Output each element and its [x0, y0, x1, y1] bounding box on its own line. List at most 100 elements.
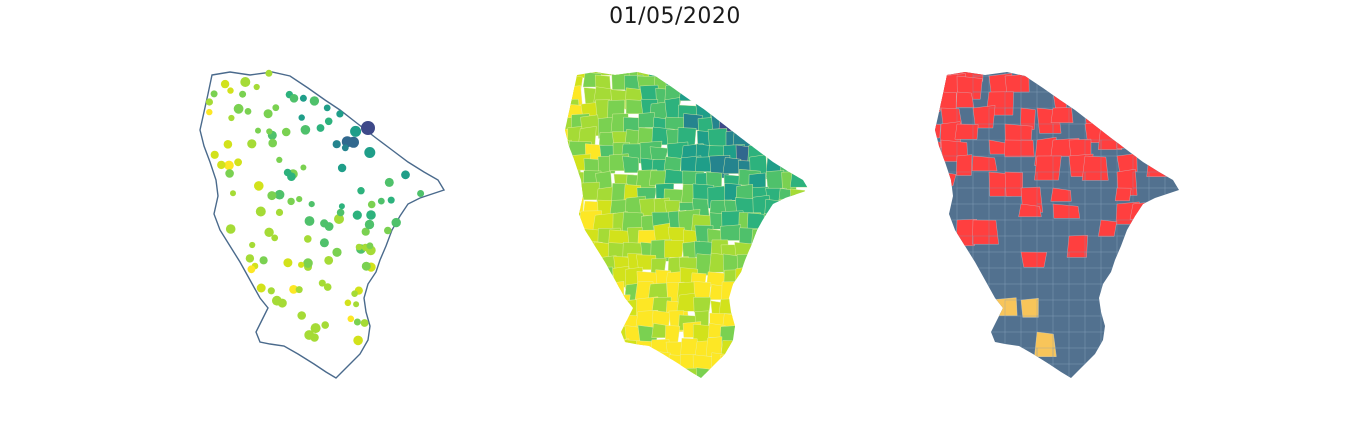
municipality-region [780, 365, 800, 378]
municipality-region [737, 314, 757, 336]
municipality-region [763, 114, 787, 131]
municipality-border [1197, 284, 1213, 300]
municipality-region [781, 145, 798, 163]
municipality-border [1164, 283, 1179, 301]
municipality-border [935, 267, 942, 285]
city-point [225, 224, 236, 234]
municipality-region [710, 383, 734, 390]
municipality-border [1148, 315, 1166, 333]
municipality-region [707, 128, 729, 149]
municipality-region [596, 365, 614, 378]
city-point [268, 138, 277, 148]
category-region [1130, 72, 1153, 84]
city-point [245, 254, 255, 263]
municipality-border [1069, 380, 1085, 390]
municipality-border [1148, 363, 1166, 378]
municipality-border [1068, 75, 1086, 93]
category-region [1100, 91, 1126, 115]
municipality-region [581, 255, 601, 278]
municipality-region [803, 253, 809, 269]
city-point [289, 285, 298, 294]
category-region [1163, 139, 1179, 157]
city-point [247, 139, 257, 149]
category-region [1164, 218, 1179, 235]
municipality-region [736, 88, 763, 110]
municipality-region [807, 239, 809, 260]
municipality-border [1181, 380, 1197, 390]
municipality-region [735, 266, 755, 286]
municipality-border [1068, 91, 1086, 109]
municipality-region [565, 308, 588, 330]
points-map [199, 69, 446, 379]
municipality-region [653, 368, 674, 378]
municipality-border [972, 299, 990, 317]
municipality-region [759, 355, 784, 375]
municipality-region [721, 281, 745, 303]
category-region [971, 155, 998, 172]
municipality-border [956, 315, 974, 333]
municipality-region [693, 296, 712, 313]
categorical-regions [935, 59, 1215, 390]
municipality-border [1132, 235, 1150, 253]
city-point [295, 286, 303, 294]
municipality-region [597, 310, 618, 328]
municipality-region [748, 103, 768, 125]
category-region [1131, 123, 1148, 146]
municipality-border [989, 380, 1005, 390]
category-region [1181, 76, 1205, 95]
municipality-region [764, 100, 785, 122]
city-point [364, 219, 375, 230]
category-region [1162, 91, 1179, 108]
municipality-region [551, 381, 576, 390]
municipality-region [765, 257, 789, 279]
city-point [227, 87, 234, 94]
category-region [935, 170, 947, 189]
map-date-title: 01/05/2020 [609, 4, 741, 29]
category-region [1020, 107, 1036, 130]
municipality-border [1005, 380, 1021, 390]
municipality-region [625, 362, 645, 378]
municipality-border [988, 123, 1006, 141]
city-point [272, 295, 282, 306]
city-point [263, 109, 273, 119]
municipality-region [807, 377, 809, 378]
city-point [417, 190, 425, 197]
city-point [384, 177, 394, 187]
category-region [1020, 298, 1039, 318]
municipality-region [652, 384, 674, 390]
municipality-region [823, 243, 841, 266]
municipality-region [721, 379, 743, 390]
municipality-border [956, 107, 974, 125]
municipality-region [795, 322, 809, 346]
municipality-region [655, 350, 673, 367]
category-region [1004, 171, 1023, 197]
municipality-region [593, 72, 618, 76]
municipality-region [751, 298, 774, 318]
municipality-region [804, 270, 809, 285]
category-region [1195, 122, 1213, 149]
municipality-region [748, 334, 767, 355]
municipality-region [778, 73, 802, 96]
municipality-region [696, 367, 714, 378]
municipality-region [734, 325, 752, 347]
category-region [1146, 154, 1171, 177]
city-point [239, 90, 247, 98]
municipality-border [1148, 235, 1166, 253]
municipality-region [569, 278, 589, 303]
category-region [1194, 59, 1215, 77]
municipality-region [734, 341, 753, 358]
municipality-border [935, 331, 942, 349]
municipality-region [776, 225, 798, 243]
category-region [1178, 107, 1179, 123]
municipality-region [683, 380, 700, 390]
city-point [240, 77, 251, 87]
municipality-border [1197, 220, 1213, 236]
city-point [308, 201, 315, 208]
municipality-region [739, 382, 759, 390]
municipality-region [752, 124, 775, 143]
municipality-border [1197, 364, 1213, 380]
municipality-region [803, 211, 809, 233]
municipality-border [956, 299, 974, 317]
municipality-region [625, 377, 646, 378]
municipality-region [566, 353, 587, 376]
